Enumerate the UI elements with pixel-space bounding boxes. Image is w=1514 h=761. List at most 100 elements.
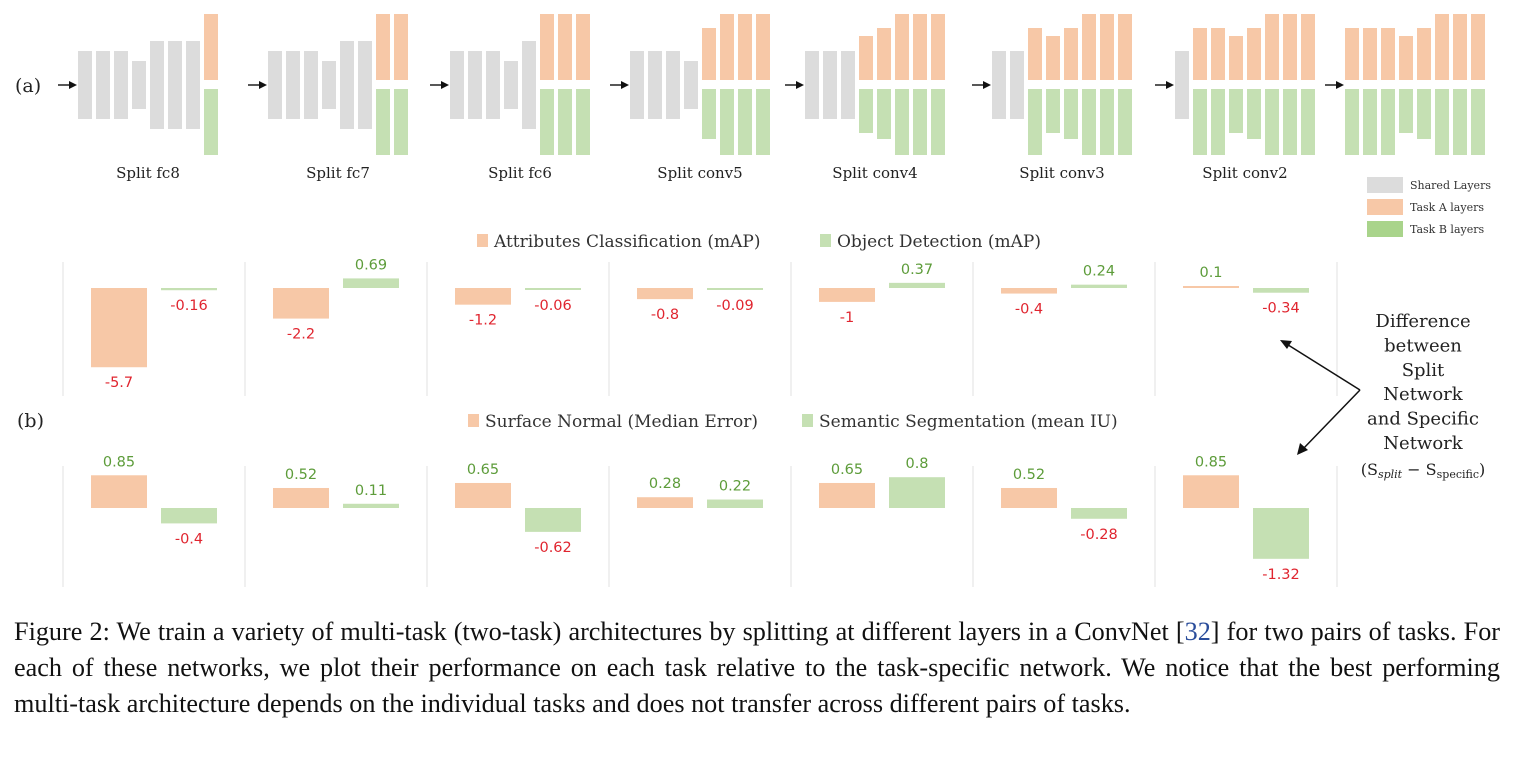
bar-value-label: 0.52 bbox=[285, 467, 317, 483]
task-b-layer-block bbox=[702, 89, 716, 139]
task-a-layer-block bbox=[540, 14, 554, 80]
series-legend-swatch bbox=[802, 414, 813, 427]
bar-value-label: 0.22 bbox=[719, 479, 751, 495]
task-b-layer-block bbox=[1435, 89, 1449, 155]
task-b-layer-block bbox=[1345, 89, 1359, 155]
task-b-layer-block bbox=[1417, 89, 1431, 139]
bar-value-label: -0.4 bbox=[1015, 302, 1043, 318]
task-a-layer-block bbox=[1417, 28, 1431, 80]
architecture-split-conv3: Split conv3 bbox=[972, 14, 1132, 182]
bar bbox=[819, 288, 875, 302]
input-arrow-head bbox=[796, 81, 804, 89]
panel-a-architectures: (a) Split fc8 Split fc7 Split fc6 Split conv… bbox=[15, 14, 1491, 237]
shared-layer-block bbox=[358, 41, 372, 129]
task-b-layer-block bbox=[1082, 89, 1096, 155]
legend-swatch bbox=[1367, 199, 1403, 215]
task-a-layer-block bbox=[1100, 14, 1114, 80]
bar-value-label: -0.4 bbox=[175, 531, 203, 547]
input-arrow-head bbox=[69, 81, 77, 89]
architecture-split-fc7: Split fc7 bbox=[248, 14, 408, 182]
bar-value-label: -0.28 bbox=[1080, 527, 1118, 543]
shared-layer-block bbox=[648, 51, 662, 119]
task-b-layer-block bbox=[204, 89, 218, 155]
task-b-layer-block bbox=[1453, 89, 1467, 155]
figure-caption: Figure 2: We train a variety of multi-ta… bbox=[14, 614, 1500, 722]
bar-value-label: 0.85 bbox=[1195, 454, 1227, 470]
figure-2: (a) Split fc8 Split fc7 Split fc6 Split conv… bbox=[15, 14, 1491, 587]
task-b-layer-block bbox=[913, 89, 927, 155]
annotation-arrow-up bbox=[1284, 342, 1361, 391]
task-a-layer-block bbox=[1301, 14, 1315, 80]
architecture-split-fc6: Split fc6 bbox=[430, 14, 590, 182]
shared-layer-block bbox=[322, 61, 336, 109]
annotation-line: Network bbox=[1383, 433, 1463, 454]
task-a-layer-block bbox=[1193, 28, 1207, 80]
panel-b-charts: (b) Attributes Classification (mAP) Object… bbox=[17, 232, 1338, 587]
bar bbox=[1183, 475, 1239, 508]
task-b-layer-block bbox=[1399, 89, 1413, 133]
legend-swatch bbox=[1367, 177, 1403, 193]
task-b-layer-block bbox=[576, 89, 590, 155]
task-b-layer-block bbox=[1283, 89, 1297, 155]
task-a-layer-block bbox=[1283, 14, 1297, 80]
bar-value-label: -5.7 bbox=[105, 375, 133, 391]
task-b-layer-block bbox=[1265, 89, 1279, 155]
architecture-split-conv2: Split conv2 bbox=[1155, 14, 1315, 182]
task-b-layer-block bbox=[895, 89, 909, 155]
task-a-layer-block bbox=[931, 14, 945, 80]
task-b-layer-block bbox=[756, 89, 770, 155]
panel-b-label: (b) bbox=[17, 410, 44, 432]
task-b-layer-block bbox=[1471, 89, 1485, 155]
task-a-layer-block bbox=[576, 14, 590, 80]
annotation-arrowhead-down bbox=[1297, 443, 1308, 455]
task-b-layer-block bbox=[558, 89, 572, 155]
task-a-layer-block bbox=[204, 14, 218, 80]
input-arrow-head bbox=[983, 81, 991, 89]
task-a-layer-block bbox=[877, 28, 891, 80]
bar bbox=[273, 487, 329, 508]
task-b-layer-block bbox=[1247, 89, 1261, 139]
task-a-layer-block bbox=[756, 14, 770, 80]
input-arrow-head bbox=[259, 81, 267, 89]
series-legend-swatch bbox=[477, 234, 488, 247]
series-legend-swatch bbox=[468, 414, 479, 427]
caption-citation-link[interactable]: 32 bbox=[1184, 617, 1211, 646]
annotation-line: Split bbox=[1402, 360, 1445, 381]
panel-a-label: (a) bbox=[15, 75, 41, 97]
bar bbox=[343, 278, 399, 288]
bar-value-label: 0.65 bbox=[467, 462, 499, 478]
bar-value-label: -0.8 bbox=[651, 307, 679, 323]
input-arrow-head bbox=[1166, 81, 1174, 89]
shared-layer-block bbox=[630, 51, 644, 119]
annotation-arrow-down bbox=[1301, 389, 1361, 451]
legend-label: Task A layers bbox=[1410, 201, 1484, 214]
bar bbox=[1001, 487, 1057, 508]
shared-layer-block bbox=[450, 51, 464, 119]
task-a-layer-block bbox=[1265, 14, 1279, 80]
bar-value-label: 0.28 bbox=[649, 476, 681, 492]
bar bbox=[161, 288, 217, 291]
bar-value-label: -0.06 bbox=[534, 298, 572, 314]
task-b-layer-block bbox=[394, 89, 408, 155]
task-a-layer-block bbox=[558, 14, 572, 80]
shared-layer-block bbox=[186, 41, 200, 129]
split-label: Split fc6 bbox=[488, 164, 552, 182]
task-a-layer-block bbox=[1345, 28, 1359, 80]
bar bbox=[91, 475, 147, 508]
bar bbox=[637, 497, 693, 508]
split-label: Split conv3 bbox=[1019, 164, 1104, 182]
task-a-layer-block bbox=[738, 14, 752, 80]
bar-value-label: 0.69 bbox=[355, 257, 387, 273]
task-a-layer-block bbox=[1082, 14, 1096, 80]
series-legend-label: Attributes Classification (mAP) bbox=[493, 232, 760, 252]
task-a-layer-block bbox=[895, 14, 909, 80]
shared-layer-block bbox=[1175, 51, 1189, 119]
bar bbox=[819, 482, 875, 508]
bar-value-label: 0.24 bbox=[1083, 264, 1115, 280]
split-label: Split fc7 bbox=[306, 164, 370, 182]
bar bbox=[637, 288, 693, 300]
bar-value-label: -0.09 bbox=[716, 298, 754, 314]
shared-layer-block bbox=[468, 51, 482, 119]
architecture-split-conv5: Split conv5 bbox=[610, 14, 770, 182]
bar bbox=[1253, 288, 1309, 293]
